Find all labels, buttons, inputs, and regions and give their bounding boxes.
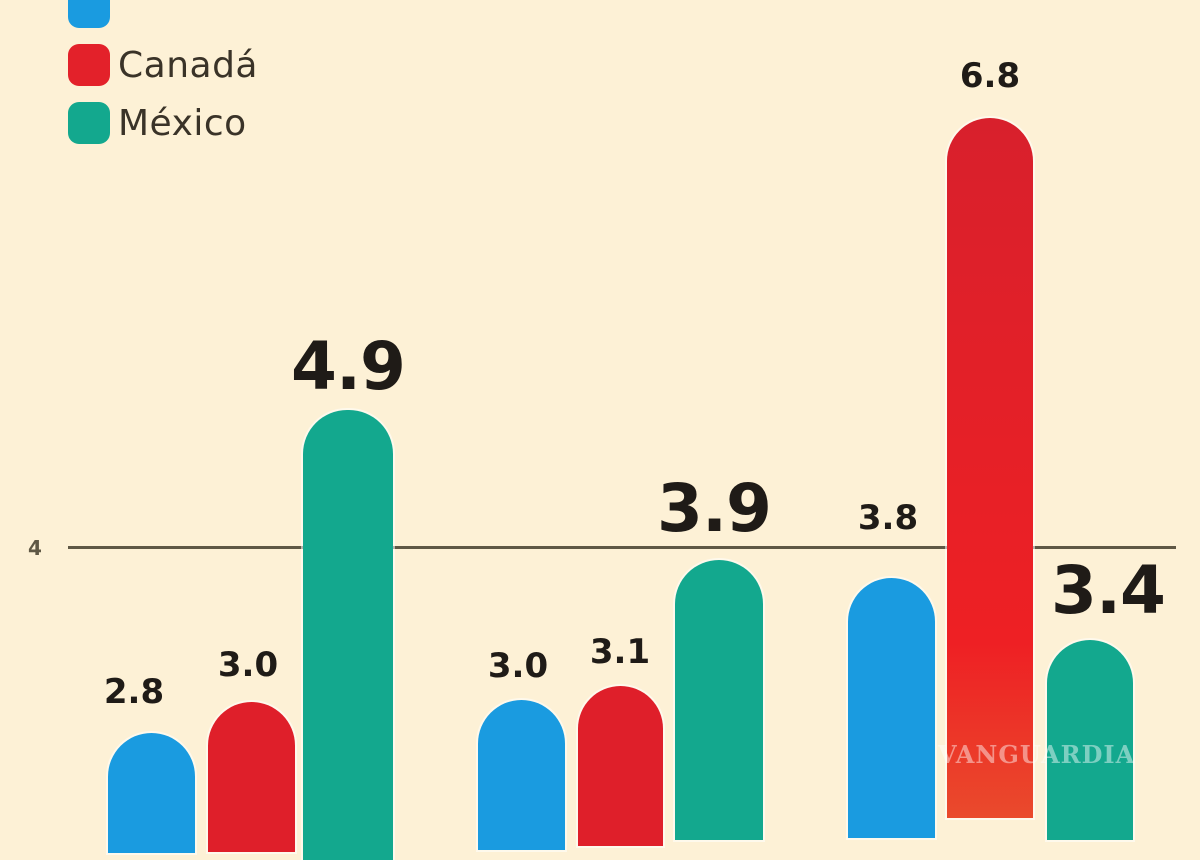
reference-line (68, 546, 1176, 549)
value-label-g3-canada: 6.8 (959, 56, 1021, 96)
value-label-g1-mexico: 4.9 (291, 328, 406, 405)
value-label-g2-blue: 3.0 (487, 646, 549, 686)
legend-item-blue (68, 0, 258, 36)
legend-swatch-blue (68, 0, 110, 28)
watermark: VANGUARDIA (938, 740, 1136, 769)
legend-swatch-canada (68, 44, 110, 86)
bar-g3-canada (947, 118, 1033, 818)
legend: Canadá México (68, 0, 258, 152)
legend-label-canada: Canadá (118, 44, 258, 86)
bar-g2-mexico (675, 560, 763, 840)
value-label-g1-blue: 2.8 (103, 672, 165, 712)
axis-tick-4: 4 (28, 536, 42, 560)
legend-swatch-mexico (68, 102, 110, 144)
bar-g1-blue (108, 733, 195, 853)
bar-g3-blue (848, 578, 935, 838)
bar-g1-canada (208, 702, 295, 852)
value-label-g1-canada: 3.0 (217, 645, 279, 685)
bar-g1-mexico (303, 410, 393, 860)
value-label-g3-blue: 3.8 (857, 498, 919, 538)
value-label-g3-mexico: 3.4 (1051, 552, 1166, 629)
bar-g2-blue (478, 700, 565, 850)
bar-g2-canada (578, 686, 663, 846)
legend-label-mexico: México (118, 102, 247, 144)
legend-item-canada: Canadá (68, 36, 258, 94)
legend-item-mexico: México (68, 94, 258, 152)
value-label-g2-mexico: 3.9 (657, 470, 772, 547)
value-label-g2-canada: 3.1 (589, 632, 651, 672)
